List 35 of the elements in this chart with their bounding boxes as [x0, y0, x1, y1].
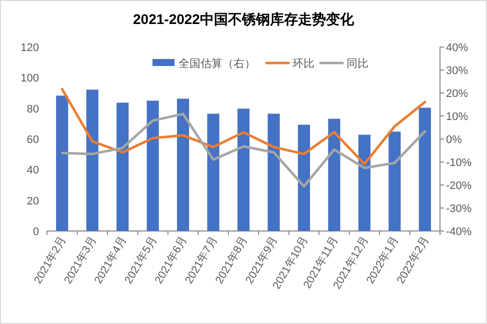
bar	[328, 118, 340, 231]
y-tick-label: 100	[20, 72, 39, 85]
bar	[358, 134, 370, 231]
chart-title: 2021-2022中国不锈钢库存走势变化	[133, 11, 355, 27]
y-tick-label: 80	[26, 103, 39, 116]
bar	[207, 114, 220, 231]
bar	[116, 102, 129, 231]
bar	[86, 90, 98, 231]
bar	[388, 132, 401, 231]
bar	[268, 114, 280, 231]
y2-tick-label: 10%	[446, 111, 468, 123]
y2-tick-label: -30%	[446, 203, 472, 215]
y2-tick-label: -20%	[446, 180, 472, 192]
bar	[418, 108, 431, 231]
y2-tick-label: 20%	[446, 88, 468, 100]
y-tick-label: 20	[26, 195, 39, 208]
y-tick-label: 120	[20, 42, 39, 54]
legend-label: 全国估算（右）	[178, 58, 256, 70]
y-tick-label: 0	[32, 226, 39, 238]
line-series	[60, 112, 426, 188]
y2-tick-label: -10%	[446, 157, 472, 169]
y2-tick-label: 0%	[446, 134, 462, 146]
bar	[176, 98, 190, 231]
y-tick-label: 40	[26, 164, 39, 177]
legend-label: 同比	[346, 57, 368, 70]
bar	[298, 124, 310, 231]
bar	[56, 96, 68, 231]
legend-label: 环比	[292, 57, 314, 70]
bar	[146, 100, 159, 231]
y2-tick-label: -40%	[446, 226, 472, 238]
y-tick-label: 60	[26, 134, 39, 146]
bar	[237, 108, 250, 231]
line-series	[60, 88, 426, 166]
y2-tick-label: 40%	[446, 42, 468, 54]
y2-tick-label: 30%	[446, 65, 468, 77]
